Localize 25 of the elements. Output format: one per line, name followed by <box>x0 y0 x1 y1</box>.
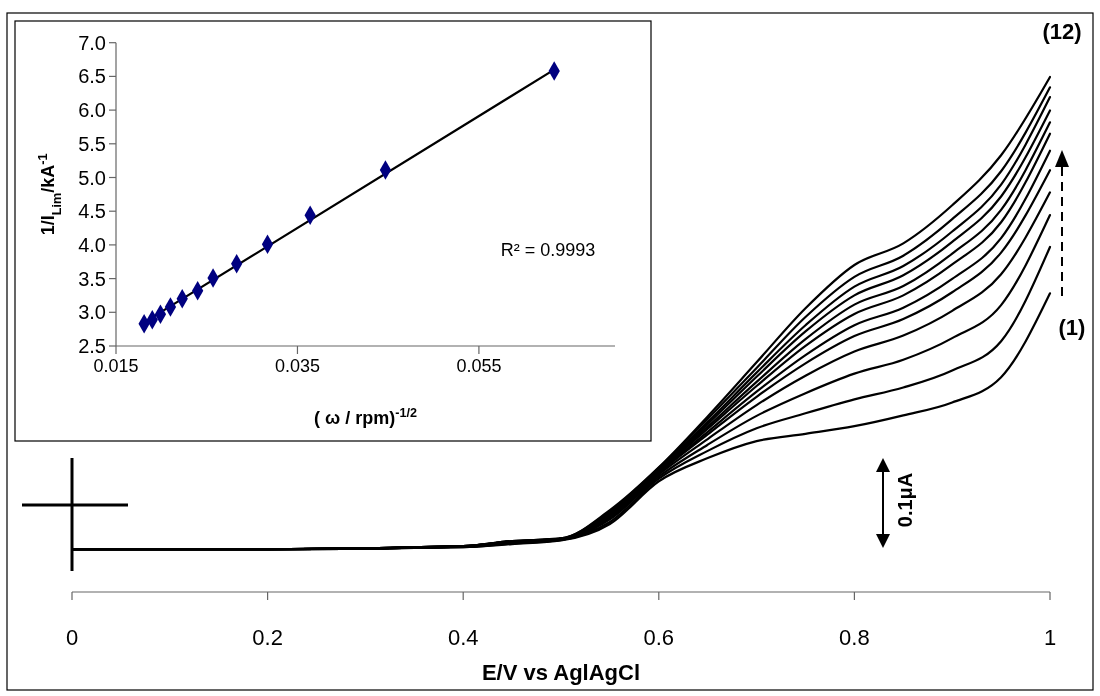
y-tick-label: 3.0 <box>78 301 106 324</box>
x-tick-label: 0.8 <box>839 625 870 650</box>
annotation: (12) <box>1042 19 1082 44</box>
y-tick-label: 4.5 <box>78 200 106 223</box>
annotation: (1) <box>1058 315 1086 341</box>
y-tick-label: 5.5 <box>78 132 106 155</box>
x-axis-title: E/V vs AglAgCl <box>481 660 641 685</box>
x-tick-label: 0.4 <box>447 625 479 650</box>
x-tick-label: 0.2 <box>252 625 283 650</box>
x-tick-label: 0.015 <box>93 356 139 376</box>
y-tick-label: 4.0 <box>78 233 106 256</box>
y-tick-label: 6.5 <box>78 65 106 88</box>
y-tick-label: 7.0 <box>78 31 106 54</box>
y-tick-label: 2.5 <box>78 335 106 357</box>
x-tick-label: 0.6 <box>643 625 675 650</box>
x-tick-label: 0.035 <box>274 356 320 376</box>
y-tick-label: 6.0 <box>78 99 106 122</box>
annotation: R² = 0.9993 <box>500 240 596 260</box>
x-tick-label: 1 <box>1043 625 1057 650</box>
y-tick-label: 5.0 <box>78 166 106 189</box>
x-tick-label: 0 <box>65 625 79 650</box>
x-tick-label: 0.055 <box>456 356 502 376</box>
x-axis-title: ( ω / rpm)$^{-1/2}$ <box>314 406 417 428</box>
y-tick-label: 3.5 <box>78 267 106 290</box>
annotation: 0.1μA <box>894 472 916 528</box>
